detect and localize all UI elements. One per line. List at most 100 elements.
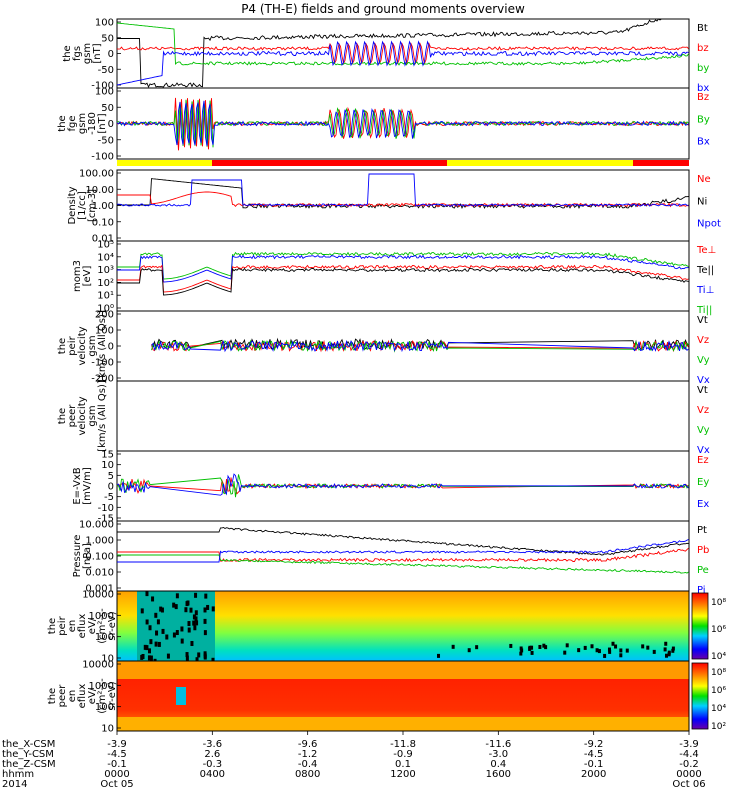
- heatmap-cell: [664, 653, 668, 658]
- legend-label: Pe: [697, 565, 709, 576]
- y-tick-label: 10: [101, 724, 114, 735]
- heatmap-cell: [197, 652, 201, 658]
- legend-label: bx: [697, 83, 709, 94]
- heatmap-cell: [180, 626, 184, 632]
- heatmap-cell: [608, 649, 612, 654]
- heatmap-cell: [154, 641, 158, 647]
- heatmap-cell: [671, 646, 675, 651]
- heatmap-cell: [538, 644, 542, 649]
- trace-pi: [117, 539, 689, 563]
- heatmap-cell: [475, 645, 479, 650]
- heatmap-cell: [187, 627, 191, 633]
- heatmap-cell: [184, 607, 188, 613]
- y-tick-label: 100: [95, 326, 114, 337]
- legend-label: Pt: [697, 525, 707, 536]
- heatmap-cell: [203, 618, 207, 624]
- heatmap-cell: [147, 648, 151, 654]
- legend-label: Pi: [697, 585, 706, 596]
- legend-label: bz: [697, 43, 709, 54]
- x-tick-label: 0000: [104, 769, 129, 780]
- y-tick-label: 10000: [82, 590, 114, 601]
- heatmap-cell: [625, 648, 629, 653]
- x-row-value: 0.1: [395, 759, 411, 770]
- y-axis-label: sr-eV): [107, 681, 118, 710]
- heatmap-cell: [149, 639, 153, 645]
- y-axis-label: [1/cc]: [77, 191, 88, 220]
- heatmap-cell: [143, 644, 147, 650]
- x-row-value: -9.6: [298, 739, 318, 750]
- heatmap-cell: [451, 644, 455, 649]
- y-tick-label: -50: [98, 135, 114, 146]
- heatmap-cell: [192, 614, 196, 620]
- heatmap-cell: [154, 612, 158, 618]
- y-axis-label: (cm²-s-: [97, 608, 108, 644]
- y-tick-label: 0.01: [92, 234, 114, 245]
- y-tick-label: 10.00: [85, 185, 114, 196]
- heatmap-cell: [189, 607, 193, 613]
- legend-label: Bx: [697, 137, 710, 148]
- y-tick-label: -200: [91, 374, 114, 385]
- x-row-value: -4.4: [679, 749, 699, 760]
- panel-10: 10⁸ 10⁶ 10⁴ 10² 10000 1000 100 10 the peer en eflux…: [47, 660, 726, 735]
- y-axis-label: mom3: [72, 260, 83, 292]
- heatmap-cell: [467, 648, 471, 653]
- x-row-value: -3.9: [679, 739, 699, 750]
- x-row-label: the_Z-CSM: [2, 759, 56, 770]
- panel-6: the peer velocity gsm [km/s (All Qs)] Vt Vz Vy V…: [57, 380, 710, 456]
- y-tick-label: -50: [98, 65, 114, 76]
- trace-panel2: [116, 97, 689, 151]
- y-axis-label: Pressure: [72, 535, 83, 578]
- x-tick-label: 1200: [390, 769, 415, 780]
- y-tick-label: -15: [98, 514, 114, 525]
- trace-bt: [117, 18, 689, 88]
- heatmap-cell: [166, 653, 170, 659]
- y-tick-label: 0: [108, 49, 114, 60]
- heatmap-cell: [174, 604, 178, 610]
- heatmap-cell: [663, 647, 667, 652]
- x-row-value: -3.9: [107, 739, 127, 750]
- y-axis-label: en: [67, 620, 78, 633]
- legend-label: Ez: [697, 455, 709, 466]
- heatmap-cell: [204, 593, 208, 599]
- heatmap-cell: [156, 619, 160, 625]
- heatmap-cell: [161, 628, 165, 634]
- panel-frame: [116, 380, 690, 452]
- colorbar-tick: 10²: [711, 722, 726, 732]
- heatmap-cell: [160, 607, 164, 613]
- x-row-value: -1.2: [298, 749, 318, 760]
- heatmap-cell: [203, 630, 207, 636]
- y-tick-label: 50: [101, 33, 114, 44]
- legend-label: By: [697, 114, 710, 125]
- heatmap-cell: [185, 655, 189, 661]
- y-tick-label: -100: [91, 358, 114, 369]
- y-tick-label: 10000: [82, 660, 114, 671]
- heatmap-cell: [509, 643, 513, 648]
- heatmap-cell: [565, 643, 569, 648]
- trace-temp: [117, 251, 689, 280]
- heatmap-cell: [175, 593, 179, 599]
- heatmap-cell: [180, 638, 184, 644]
- y-tick-label: 0.001: [85, 584, 114, 595]
- panel-3: 100.00 10.00 1.00 0.10 0.01 Density [1/cc] [cm-…: [67, 169, 721, 245]
- colorbar-tick: 10⁴: [711, 704, 726, 714]
- mode-bar-segment: [117, 160, 212, 166]
- y-axis-label: the: [57, 408, 68, 424]
- heatmap-cell: [667, 650, 671, 655]
- y-tick-label: 1.00: [92, 201, 114, 212]
- y-tick-label: -100: [91, 152, 114, 163]
- heatmap-cell: [187, 621, 191, 627]
- trace-temp: [117, 264, 689, 293]
- x-row-value: -0.1: [107, 759, 127, 770]
- trace-pb: [117, 547, 689, 563]
- colorbar: [691, 592, 709, 660]
- legend-label: Bt: [697, 23, 708, 34]
- panel-frame: [116, 520, 690, 592]
- heatmap-cell: [172, 602, 176, 608]
- heatmap-cell: [176, 687, 186, 705]
- x-row-value: -0.2: [679, 759, 699, 770]
- heatmap-cell: [145, 619, 149, 625]
- heatmap-cell: [145, 591, 149, 597]
- heatmap-cell: [186, 600, 190, 606]
